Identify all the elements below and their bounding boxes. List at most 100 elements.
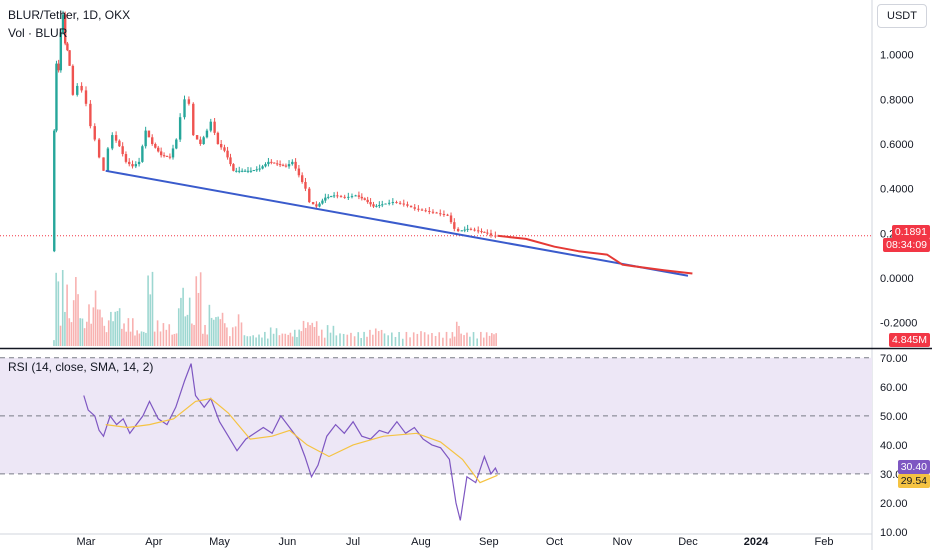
volume-bar [296,337,298,346]
volume-bar [372,334,374,346]
candle-body [469,228,473,230]
volume-bar [434,335,437,346]
rsi-sma-line[interactable] [105,397,498,484]
candle-body [486,232,489,234]
volume-bar [145,332,147,346]
price-tick-label: 0.8000 [880,94,914,106]
interval-label[interactable]: 1D [82,8,99,22]
candle-body [372,204,375,207]
candle-body [121,146,124,155]
candle-body [118,140,121,147]
volume-bar [249,336,252,346]
trendline[interactable] [105,169,689,277]
candle-body [76,85,79,95]
candle-body [84,90,88,104]
volume-bar [463,335,465,346]
time-tick-label: Feb [815,536,834,548]
time-tick-label: Oct [546,536,563,548]
volume-bar [252,335,254,346]
candle-body [223,147,226,151]
candle-body [489,233,493,236]
volume-bar [346,334,349,346]
rsi-tick-label: 70.00 [880,353,908,365]
volume-bar [472,332,475,346]
volume-bar [353,336,356,346]
candle-body [321,200,324,204]
volume-bar [445,331,448,346]
forecast-curve[interactable] [497,234,693,275]
candle-body [178,117,182,140]
volume-bar [92,307,95,346]
candle-body [402,203,405,205]
volume-bar [231,327,234,346]
chart-title: BLUR/Tether, 1D, OKX [8,8,131,22]
candle-body [171,148,175,158]
volume-bar [168,324,171,346]
volume-bar [284,333,287,346]
volume-bar [420,331,422,346]
volume-bar [156,320,159,346]
candle-body [480,231,483,233]
candle-body [235,170,238,172]
volume-bar [217,316,219,346]
time-tick-label: Jul [346,536,360,548]
candle-body [270,161,273,163]
volume-bar [398,332,400,346]
candle-body [366,199,369,203]
candle-body [175,139,178,149]
volume-bar [57,281,60,346]
volume-bar [206,334,209,346]
volume-bar [326,325,329,346]
volume-bar [125,331,128,346]
volume-bar [342,333,345,346]
candle-body [192,103,195,136]
currency-button[interactable]: USDT [877,4,927,28]
volume-bar [427,334,430,346]
volume-legend[interactable]: Vol · BLUR [8,26,68,40]
candle-body [343,196,346,198]
candle-body [240,170,244,172]
volume-bar [387,335,389,346]
candle-body [154,144,157,148]
volume-bar [423,332,426,346]
volume-bar [298,329,300,346]
candle-body [350,196,354,198]
candle-body [252,170,256,172]
candle-body [494,235,497,237]
volume-bar [212,319,215,346]
candle-body [387,202,391,204]
candle-body [273,162,276,164]
time-tick-label: Sep [479,536,499,548]
candle-body [232,164,235,171]
candle-body [258,168,261,170]
candle-body [243,170,247,172]
candle-body [80,85,83,91]
candle-body [144,130,147,147]
volume-bar [197,292,200,346]
rsi-legend[interactable]: RSI (14, close, SMA, 14, 2) [8,360,154,374]
volume-bar [140,331,143,346]
time-tick-label: May [209,536,230,548]
candle-body [287,164,291,167]
volume-bar [320,329,323,346]
exchange-label: OKX [104,8,131,22]
rsi-line[interactable] [83,363,499,521]
candle-body [329,196,333,198]
candle-body [354,195,357,197]
time-tick-label: 2024 [744,536,769,548]
volume-bar [118,308,121,346]
last-price-tag: 0.1891 [891,225,930,239]
candle-body [147,130,151,138]
candle-body [213,121,216,133]
candle-body [162,155,166,157]
volume-bar [94,290,97,346]
symbol-label[interactable]: BLUR/Tether [8,8,77,22]
volume-bar [215,317,217,346]
volume-bar [182,287,184,346]
volume-bar [291,336,294,346]
volume-bar [307,322,309,346]
volume-bar [485,332,488,346]
candle-body [281,164,285,166]
